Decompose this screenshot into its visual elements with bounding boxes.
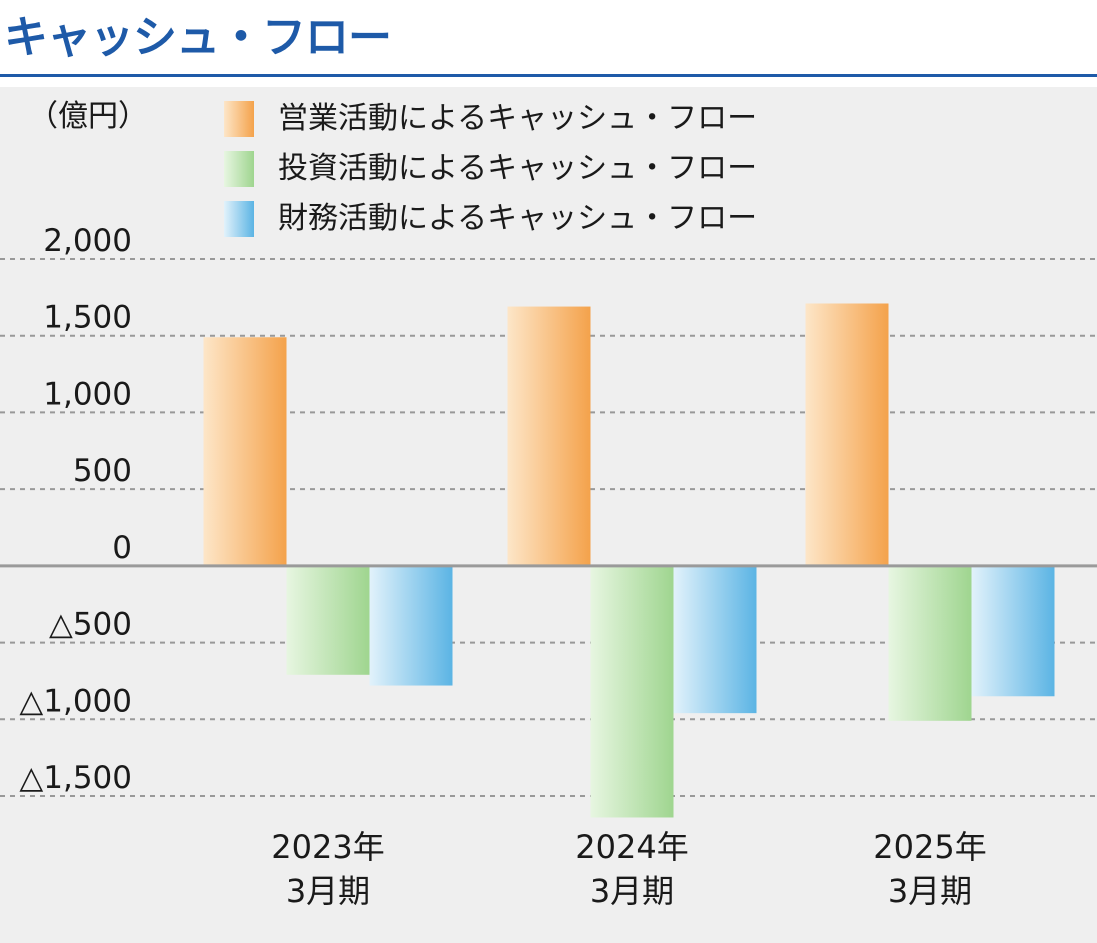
y-axis-unit-label: （億円） — [28, 99, 148, 134]
y-tick-label: 1,000 — [43, 376, 132, 412]
bar-financing-1 — [673, 565, 757, 714]
legend-label-investing: 投資活動によるキャッシュ・フロー — [278, 151, 758, 186]
legend-swatch-financing — [224, 201, 254, 237]
legend-swatch-investing — [224, 151, 254, 187]
bar-investing-2 — [888, 565, 972, 721]
x-category-label: 2025年 3月期 — [873, 828, 986, 910]
x-category-label: 2023年 3月期 — [271, 828, 384, 910]
y-tick-label: △1,000 — [19, 683, 132, 719]
y-tick-label: 1,500 — [43, 300, 132, 336]
bars — [203, 303, 1055, 818]
title-underline — [0, 74, 1097, 77]
y-tick-label: 500 — [73, 453, 132, 489]
bar-operating-1 — [507, 306, 591, 566]
bar-financing-2 — [971, 565, 1055, 697]
bar-operating-2 — [805, 303, 889, 566]
bar-operating-0 — [203, 337, 287, 566]
legend-label-operating: 営業活動によるキャッシュ・フロー — [278, 101, 758, 136]
y-tick-label: △1,500 — [19, 760, 132, 796]
y-axis-ticks: 2,000 1,500 1,000 500 0 △500 △1,000 △1,500 — [19, 223, 132, 796]
bar-investing-1 — [590, 565, 674, 818]
legend-label-financing: 財務活動によるキャッシュ・フロー — [278, 201, 758, 236]
legend-swatch-operating — [224, 101, 254, 137]
y-tick-label: 0 — [112, 530, 132, 566]
bar-financing-0 — [369, 565, 453, 686]
y-tick-label: △500 — [49, 607, 132, 643]
y-tick-label: 2,000 — [43, 223, 132, 259]
page-title: キャッシュ・フロー — [4, 12, 392, 63]
bar-investing-0 — [286, 565, 370, 675]
x-category-label: 2024年 3月期 — [575, 828, 688, 910]
x-axis-categories: 2023年 3月期 2024年 3月期 2025年 3月期 — [271, 828, 986, 910]
